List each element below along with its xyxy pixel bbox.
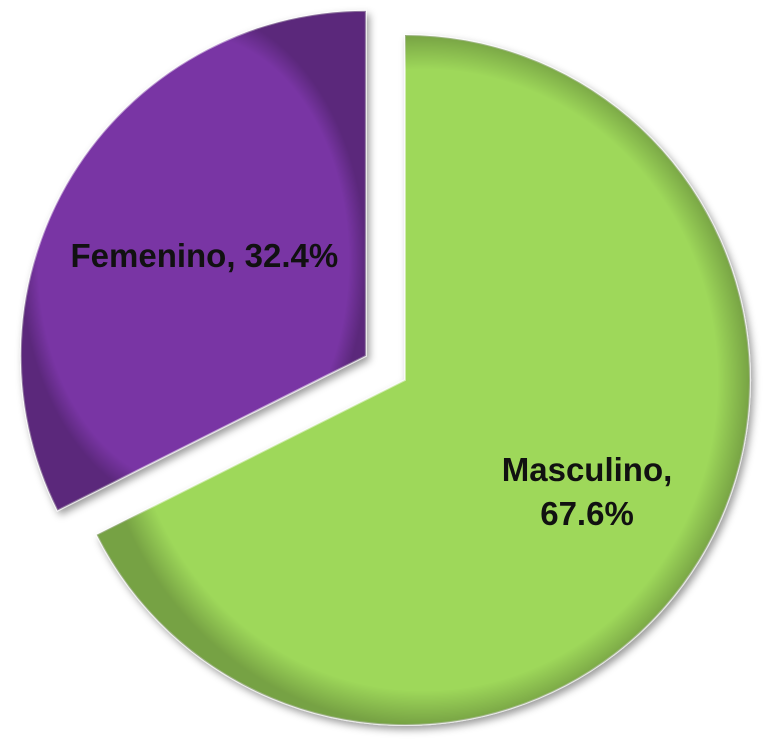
data-label: Masculino, 67.6% <box>501 451 673 533</box>
data-label: Femenino, 32.4% <box>70 237 339 275</box>
